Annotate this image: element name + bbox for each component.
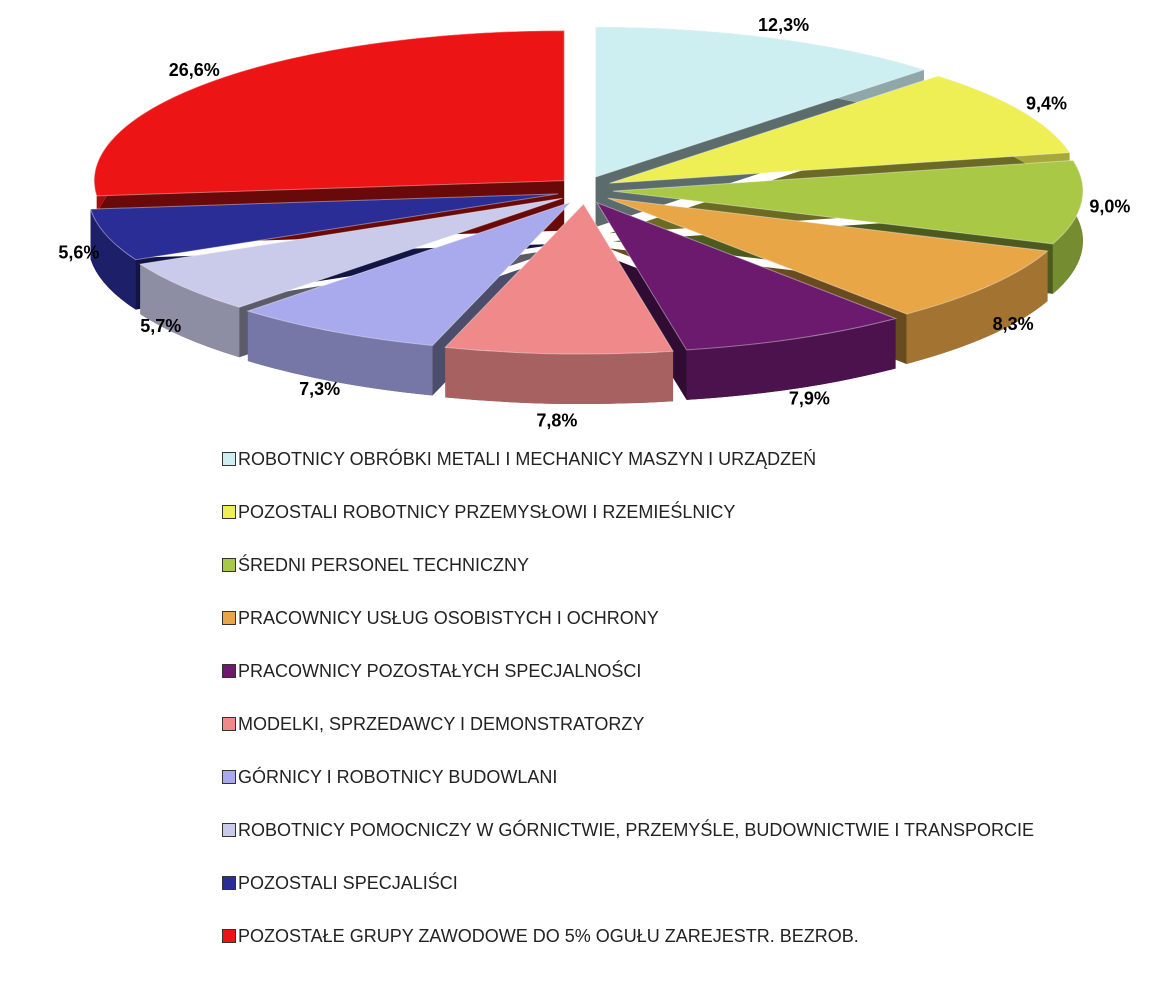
legend-label: PRACOWNICY POZOSTAŁYCH SPECJALNOŚCI [238, 661, 642, 681]
legend-swatch [222, 717, 236, 731]
legend-label: POZOSTAŁE GRUPY ZAWODOWE DO 5% OGUŁU ZAR… [238, 926, 859, 946]
chart: 12,3% 9,4% 9,0% 8,3% 7,9% 7,8% 7,3% 5,7% 5,6% 26,… [58, 15, 1130, 431]
legend-item: ŚREDNI PERSONEL TECHNICZNY [222, 554, 1042, 576]
legend: ROBOTNICY OBRÓBKI METALI I MECHANICY MAS… [222, 448, 1042, 947]
slice [595, 26, 926, 178]
legend-item: PRACOWNICY USŁUG OSOBISTYCH I OCHRONY [222, 607, 1042, 629]
legend-swatch [222, 664, 236, 678]
slice-side [906, 250, 1048, 364]
slice [612, 159, 1084, 245]
legend-item: POZOSTALI SPECJALIŚCI [222, 872, 1042, 894]
legend-label: POZOSTALI ROBOTNICY PRZEMYSŁOWI I RZEMIE… [238, 502, 736, 522]
legend-swatch [222, 823, 236, 837]
legend-swatch [222, 770, 236, 784]
slice [89, 193, 559, 261]
data-label: 9,0% [1089, 197, 1130, 217]
legend-item: ROBOTNICY POMOCNICZY W GÓRNICTWIE, PRZEM… [222, 819, 1042, 841]
legend-label: POZOSTALI SPECJALIŚCI [238, 873, 458, 893]
slice [138, 197, 563, 308]
legend-item: POZOSTAŁE GRUPY ZAWODOWE DO 5% OGUŁU ZAR… [222, 925, 1042, 947]
slice [444, 203, 674, 355]
slice [607, 197, 1049, 315]
legend-swatch [222, 505, 236, 519]
data-label: 7,9% [789, 389, 830, 409]
legend-swatch [222, 452, 236, 466]
slice-side [90, 209, 136, 310]
legend-label: MODELKI, SPRZEDAWCY I DEMONSTRATORZY [238, 714, 645, 734]
legend-swatch [222, 611, 236, 625]
legend-label: ŚREDNI PERSONEL TECHNICZNY [238, 555, 530, 575]
data-label: 5,6% [58, 242, 99, 262]
slice [609, 75, 1071, 184]
legend-label: ROBOTNICY POMOCNICZY W GÓRNICTWIE, PRZEM… [238, 820, 1035, 840]
legend-item: PRACOWNICY POZOSTAŁYCH SPECJALNOŚCI [222, 660, 1042, 682]
legend-label: ROBOTNICY OBRÓBKI METALI I MECHANICY MAS… [238, 449, 817, 469]
legend-label: PRACOWNICY USŁUG OSOBISTYCH I OCHRONY [238, 608, 659, 628]
legend-label: GÓRNICY I ROBOTNICY BUDOWLANI [238, 767, 558, 787]
slice [246, 201, 572, 346]
data-label: 7,3% [299, 379, 340, 399]
data-label: 12,3% [758, 15, 809, 35]
slice [93, 30, 565, 197]
data-label: 9,4% [1026, 94, 1067, 114]
legend-swatch [222, 929, 236, 943]
slice-side [247, 311, 433, 396]
data-label: 8,3% [993, 314, 1034, 334]
legend-item: ROBOTNICY OBRÓBKI METALI I MECHANICY MAS… [222, 448, 1042, 470]
data-label: 5,7% [140, 316, 181, 336]
legend-item: GÓRNICY I ROBOTNICY BUDOWLANI [222, 766, 1042, 788]
legend-item: MODELKI, SPRZEDAWCY I DEMONSTRATORZY [222, 713, 1042, 735]
legend-item: POZOSTALI ROBOTNICY PRZEMYSŁOWI I RZEMIE… [222, 501, 1042, 523]
data-label: 7,8% [536, 410, 577, 430]
legend-swatch [222, 876, 236, 890]
slice-side [140, 264, 240, 358]
data-label: 26,6% [169, 60, 220, 80]
slice-side [686, 318, 896, 400]
slice [595, 201, 898, 351]
legend-swatch [222, 558, 236, 572]
slice-side [445, 347, 674, 404]
